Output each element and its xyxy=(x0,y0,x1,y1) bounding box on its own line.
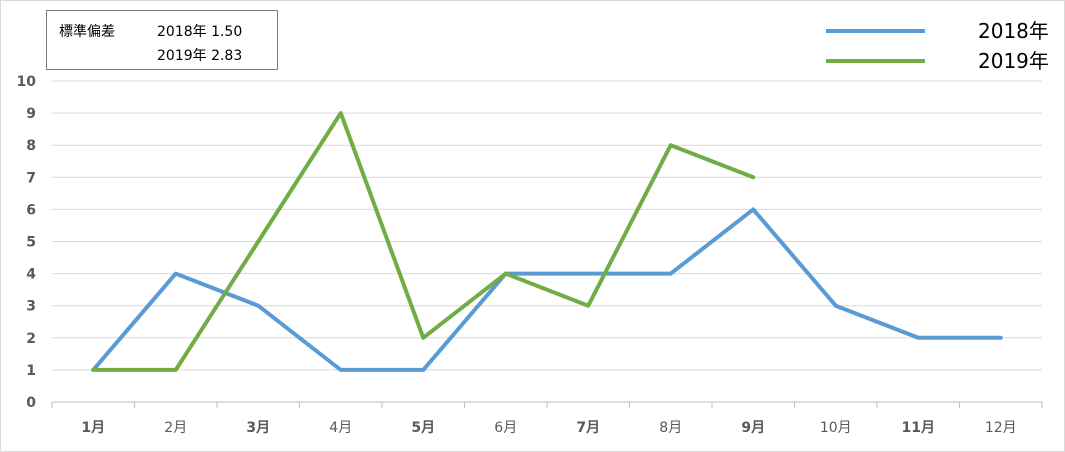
y-tick-label: 2 xyxy=(26,331,36,347)
series-line-2018 xyxy=(91,207,1003,372)
y-tick-label: 6 xyxy=(26,202,36,218)
x-tick-label: 8月 xyxy=(659,420,682,436)
x-tick-label: 11月 xyxy=(902,420,935,436)
x-tick-label: 2月 xyxy=(164,420,187,436)
x-tick-label: 1月 xyxy=(81,420,105,436)
std-dev-2019: 2019年 2.83 xyxy=(157,48,243,64)
legend-label-2018: 2018年 xyxy=(978,19,1049,43)
gridlines xyxy=(52,80,1042,371)
y-tick-label: 4 xyxy=(26,267,36,283)
y-tick-label: 9 xyxy=(26,106,36,122)
y-tick-label: 5 xyxy=(26,235,36,251)
y-tick-label: 1 xyxy=(26,363,36,379)
x-tick-label: 10月 xyxy=(820,420,852,436)
std-dev-2018: 2018年 1.50 xyxy=(157,24,243,40)
legend-swatch-2018 xyxy=(826,29,925,33)
y-tick-label: 3 xyxy=(26,299,36,315)
x-tick-label: 12月 xyxy=(985,420,1017,436)
y-tick-label: 10 xyxy=(17,74,37,90)
y-tick-label: 7 xyxy=(26,170,36,186)
x-tick-label: 3月 xyxy=(246,420,270,436)
x-tick-label: 9月 xyxy=(741,420,765,436)
std-dev-box: 標準偏差 2018年 1.50 2019年 2.83 xyxy=(46,10,278,70)
y-tick-label: 8 xyxy=(26,138,36,154)
x-tick-label: 5月 xyxy=(411,420,435,436)
axes: 0 1 2 3 4 5 6 7 8 9 10 1月 2月 3月 4月 5月 6月 7月 8月 9月 10月 11月 12月 xyxy=(17,74,1043,436)
x-tick-label: 6月 xyxy=(494,420,517,436)
legend-swatch-2019 xyxy=(826,59,925,63)
legend-label-2019: 2019年 xyxy=(978,49,1049,73)
y-tick-label: 0 xyxy=(26,395,36,411)
series-lines xyxy=(91,111,1003,372)
x-tick-label: 4月 xyxy=(329,420,352,436)
std-dev-label: 標準偏差 xyxy=(59,24,115,40)
x-tick-label: 7月 xyxy=(576,420,600,436)
